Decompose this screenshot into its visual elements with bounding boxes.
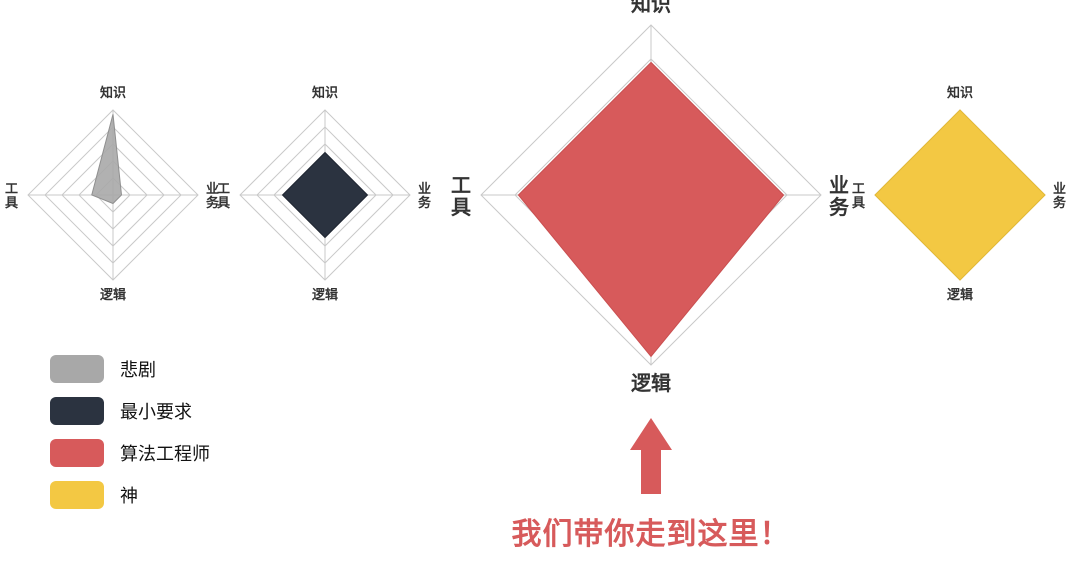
radar-tragedy <box>26 108 200 282</box>
axis-label-left: 工具 <box>5 182 18 211</box>
arrow-icon <box>625 418 677 496</box>
axis-label-left: 工具 <box>451 175 471 219</box>
legend-row: 神 <box>50 481 210 509</box>
legend-row: 算法工程师 <box>50 439 210 467</box>
axis-label-right: 业务 <box>829 175 849 219</box>
stage: 知识逻辑业务工具知识逻辑业务工具知识逻辑业务工具知识逻辑业务工具悲剧最小要求算法… <box>0 0 1080 576</box>
legend: 悲剧最小要求算法工程师神 <box>50 355 210 523</box>
radar-algo_engineer <box>479 23 823 367</box>
legend-swatch <box>50 397 104 425</box>
radar-minimum <box>238 108 412 282</box>
radar-svg <box>479 23 823 367</box>
radar-svg <box>238 108 412 282</box>
axis-label-left: 工具 <box>217 182 230 211</box>
axis-label-top: 知识 <box>621 0 681 16</box>
legend-swatch <box>50 481 104 509</box>
axis-label-right: 业务 <box>418 182 431 211</box>
axis-label-bottom: 逻辑 <box>930 288 990 302</box>
legend-swatch <box>50 355 104 383</box>
legend-swatch <box>50 439 104 467</box>
legend-label: 神 <box>120 482 138 508</box>
legend-row: 最小要求 <box>50 397 210 425</box>
radar-svg <box>873 108 1047 282</box>
axis-label-top: 知识 <box>83 86 143 100</box>
legend-row: 悲剧 <box>50 355 210 383</box>
legend-label: 算法工程师 <box>120 440 210 466</box>
axis-label-bottom: 逻辑 <box>621 373 681 395</box>
axis-label-right: 业务 <box>1053 182 1066 211</box>
radar-god <box>873 108 1047 282</box>
callout-text: 我们带你走到这里！ <box>471 509 831 553</box>
legend-label: 悲剧 <box>120 356 156 382</box>
axis-label-left: 工具 <box>852 182 865 211</box>
radar-svg <box>26 108 200 282</box>
axis-label-bottom: 逻辑 <box>295 288 355 302</box>
legend-label: 最小要求 <box>120 398 192 424</box>
axis-label-bottom: 逻辑 <box>83 288 143 302</box>
axis-label-top: 知识 <box>295 86 355 100</box>
axis-label-top: 知识 <box>930 86 990 100</box>
